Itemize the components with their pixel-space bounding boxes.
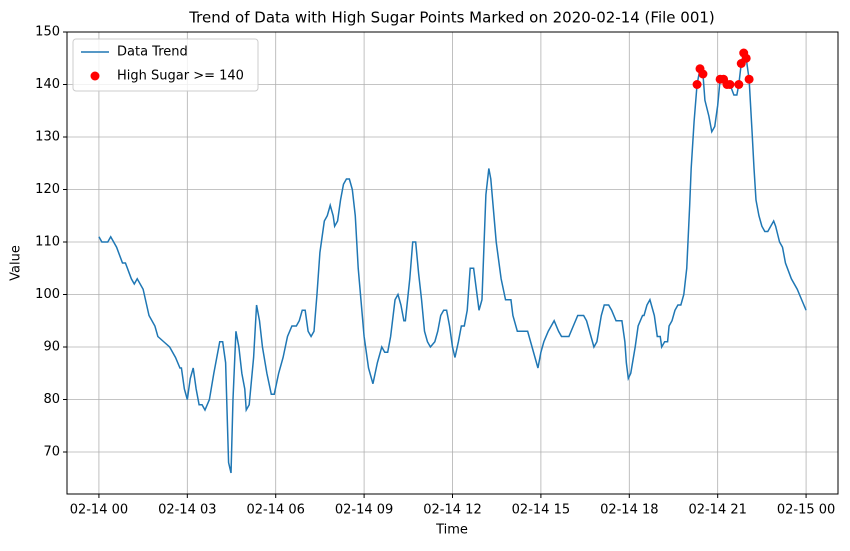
x-tick-label: 02-14 15 bbox=[512, 503, 570, 518]
y-tick-label: 90 bbox=[43, 340, 60, 355]
x-tick-label: 02-14 00 bbox=[70, 503, 128, 518]
high-point bbox=[741, 53, 751, 63]
x-tick-label: 02-14 09 bbox=[335, 503, 393, 518]
y-tick-label: 150 bbox=[35, 25, 60, 40]
legend-box bbox=[72, 38, 259, 92]
legend-label: Data Trend bbox=[117, 45, 188, 60]
legend-label: High Sugar >= 140 bbox=[117, 69, 244, 84]
legend-marker bbox=[90, 71, 100, 81]
x-tick-label: 02-14 21 bbox=[688, 503, 746, 518]
x-tick-label: 02-14 18 bbox=[600, 503, 658, 518]
high-point bbox=[692, 80, 702, 89]
y-tick-label: 140 bbox=[35, 77, 60, 92]
data-line bbox=[98, 50, 807, 474]
plot-frame bbox=[66, 31, 839, 495]
y-axis-label: Value bbox=[9, 245, 24, 281]
y-tick-label: 120 bbox=[35, 182, 60, 197]
y-tick-label: 70 bbox=[43, 445, 60, 460]
x-tick-label: 02-14 12 bbox=[423, 503, 481, 518]
x-tick-label: 02-14 06 bbox=[246, 503, 304, 518]
high-point bbox=[725, 80, 735, 89]
chart-title: Trend of Data with High Sugar Points Mar… bbox=[188, 9, 715, 27]
x-tick-label: 02-15 00 bbox=[777, 503, 835, 518]
y-tick-label: 100 bbox=[35, 287, 60, 302]
high-point bbox=[734, 80, 744, 89]
high-point bbox=[744, 74, 754, 84]
x-axis-label: Time bbox=[435, 523, 468, 538]
y-tick-label: 130 bbox=[35, 130, 60, 145]
x-tick-label: 02-14 03 bbox=[158, 503, 216, 518]
y-tick-label: 110 bbox=[35, 235, 60, 250]
high-point bbox=[698, 69, 708, 79]
y-tick-label: 80 bbox=[43, 392, 60, 407]
